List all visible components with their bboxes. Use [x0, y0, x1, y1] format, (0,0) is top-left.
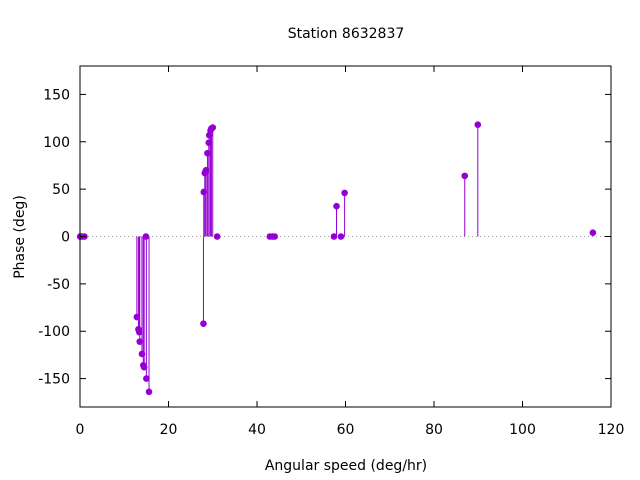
x-tick-label: 100 — [509, 422, 536, 438]
y-tick-label: 100 — [43, 135, 70, 151]
y-tick-label: -100 — [38, 324, 70, 340]
data-point — [330, 233, 338, 240]
y-tick-label: -50 — [47, 277, 70, 293]
data-point — [205, 139, 213, 147]
y-tick-label: -150 — [38, 372, 70, 388]
y-axis-ticks: -150 -100 -50 0 50 100 150 — [38, 87, 611, 388]
data-point — [271, 233, 279, 240]
data-point — [213, 233, 221, 240]
stems-layer — [136, 124, 594, 392]
chart-title: Station 8632837 — [288, 26, 405, 42]
x-tick-label: 20 — [160, 422, 178, 438]
data-point — [135, 328, 143, 336]
x-tick-label: 40 — [248, 422, 266, 438]
data-point — [337, 233, 345, 240]
x-tick-label: 80 — [425, 422, 443, 438]
data-point — [142, 233, 150, 240]
data-point — [133, 313, 141, 321]
data-point — [474, 121, 482, 129]
x-tick-label: 60 — [337, 422, 355, 438]
y-tick-label: 50 — [52, 182, 70, 198]
x-axis-label: Angular speed (deg/hr) — [265, 458, 427, 474]
y-tick-label: 0 — [61, 230, 70, 246]
data-point — [138, 350, 146, 358]
data-point — [145, 388, 153, 396]
data-point — [140, 363, 148, 371]
y-axis-label: Phase (deg) — [12, 195, 28, 279]
x-axis-ticks: 0 20 40 60 80 100 120 — [76, 66, 625, 438]
data-point — [200, 320, 207, 327]
x-tick-label: 0 — [76, 422, 85, 438]
data-point — [136, 338, 144, 345]
data-point — [204, 149, 211, 157]
data-point — [333, 202, 340, 210]
data-point — [589, 229, 597, 237]
data-point — [200, 188, 208, 196]
data-point — [341, 189, 348, 197]
points-layer — [76, 121, 597, 396]
x-tick-label: 120 — [598, 422, 625, 438]
y-tick-label: 150 — [43, 87, 70, 103]
data-point — [202, 166, 210, 174]
data-point — [461, 172, 469, 180]
data-point — [143, 375, 150, 382]
data-point — [209, 124, 217, 131]
